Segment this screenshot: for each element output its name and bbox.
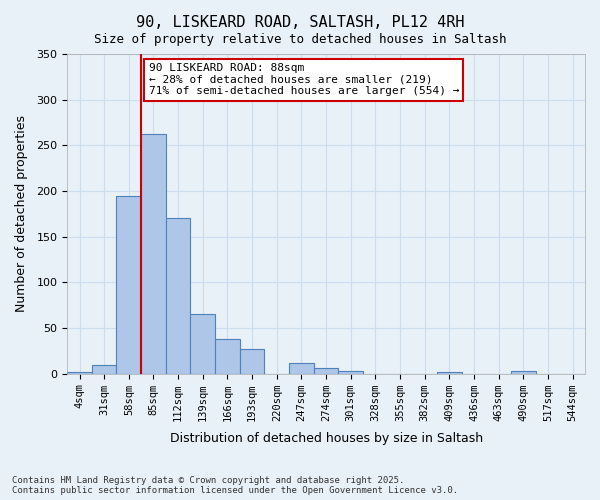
Bar xyxy=(437,372,462,374)
Bar xyxy=(314,368,338,374)
X-axis label: Distribution of detached houses by size in Saltash: Distribution of detached houses by size … xyxy=(170,432,482,445)
Text: 90, LISKEARD ROAD, SALTASH, PL12 4RH: 90, LISKEARD ROAD, SALTASH, PL12 4RH xyxy=(136,15,464,30)
Bar xyxy=(240,349,265,374)
Bar xyxy=(190,314,215,374)
Bar xyxy=(116,196,141,374)
Bar xyxy=(338,371,363,374)
Bar xyxy=(511,371,536,374)
Bar xyxy=(67,372,92,374)
Y-axis label: Number of detached properties: Number of detached properties xyxy=(15,116,28,312)
Bar xyxy=(215,339,240,374)
Text: Contains HM Land Registry data © Crown copyright and database right 2025.
Contai: Contains HM Land Registry data © Crown c… xyxy=(12,476,458,495)
Text: 90 LISKEARD ROAD: 88sqm
← 28% of detached houses are smaller (219)
71% of semi-d: 90 LISKEARD ROAD: 88sqm ← 28% of detache… xyxy=(149,63,459,96)
Bar xyxy=(166,218,190,374)
Bar xyxy=(92,364,116,374)
Bar xyxy=(141,134,166,374)
Bar xyxy=(289,362,314,374)
Text: Size of property relative to detached houses in Saltash: Size of property relative to detached ho… xyxy=(94,32,506,46)
